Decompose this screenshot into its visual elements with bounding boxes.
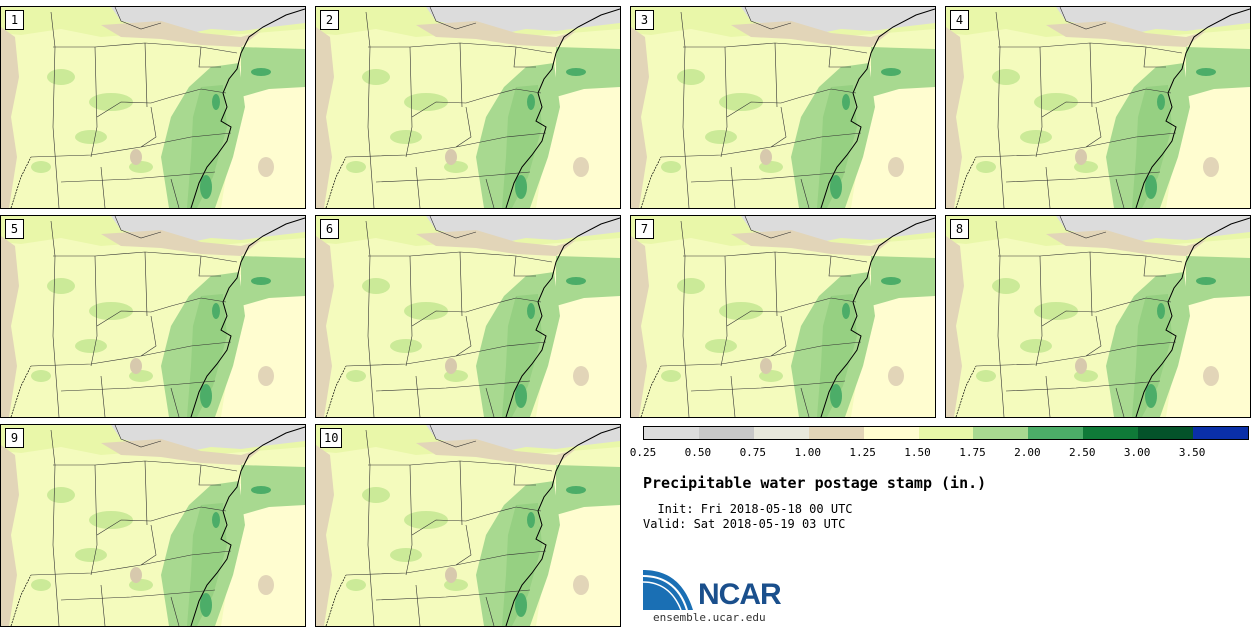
colorbar-tick-label: 0.75 <box>739 446 767 459</box>
colorbar-swatch-8 <box>1028 427 1084 439</box>
stamp-panel-3: 3 <box>630 6 936 209</box>
colorbar-tick-label: 1.00 <box>794 446 821 459</box>
member-label-1: 1 <box>5 10 24 30</box>
colorbar-swatch-10 <box>1138 427 1194 439</box>
colorbar-tick-label: 1.50 <box>904 446 931 459</box>
colorbar-swatch-5 <box>863 427 919 439</box>
colorbar-swatch-1 <box>644 427 699 439</box>
stamp-panel-1: 1 <box>0 6 306 209</box>
member-label-2: 2 <box>320 10 339 30</box>
member-map-3 <box>631 7 935 208</box>
stamp-panel-10: 10 <box>315 424 621 627</box>
stamp-panel-9: 9 <box>0 424 306 627</box>
stamp-panel-7: 7 <box>630 215 936 418</box>
member-map-1 <box>1 7 305 208</box>
colorbar-tick-label: 1.25 <box>849 446 876 459</box>
colorbar-swatch-2 <box>698 427 754 439</box>
stamp-panel-2: 2 <box>315 6 621 209</box>
member-map-6 <box>316 216 620 417</box>
stamp-panel-5: 5 <box>0 215 306 418</box>
init-time: Init: Fri 2018-05-18 00 UTC <box>643 502 853 516</box>
colorbar-swatch-9 <box>1083 427 1139 439</box>
member-label-7: 7 <box>635 219 654 239</box>
colorbar-tick-label: 2.50 <box>1069 446 1096 459</box>
member-label-5: 5 <box>5 219 24 239</box>
colorbar <box>643 426 1249 440</box>
member-label-4: 4 <box>950 10 969 30</box>
stamp-panel-6: 6 <box>315 215 621 418</box>
member-label-8: 8 <box>950 219 969 239</box>
colorbar-tick-label: 0.50 <box>684 446 712 459</box>
colorbar-tick-label: 2.00 <box>1014 446 1041 459</box>
member-map-7 <box>631 216 935 417</box>
colorbar-swatch-4 <box>808 427 864 439</box>
colorbar-tick-label: 0.25 <box>629 446 657 459</box>
member-map-2 <box>316 7 620 208</box>
valid-time: Valid: Sat 2018-05-19 03 UTC <box>643 517 846 531</box>
colorbar-tick-label: 3.50 <box>1178 446 1206 459</box>
member-label-10: 10 <box>320 428 343 448</box>
member-label-6: 6 <box>320 219 339 239</box>
colorbar-tick-label: 3.00 <box>1123 446 1151 459</box>
member-map-8 <box>946 216 1250 417</box>
stamp-panel-8: 8 <box>945 215 1251 418</box>
colorbar-swatch-3 <box>753 427 809 439</box>
member-label-3: 3 <box>635 10 654 30</box>
member-map-9 <box>1 425 305 626</box>
member-map-5 <box>1 216 305 417</box>
chart-title: Precipitable water postage stamp (in.) <box>643 474 987 492</box>
colorbar-swatch-11 <box>1193 427 1248 439</box>
colorbar-swatch-6 <box>918 427 974 439</box>
colorbar-swatch-7 <box>973 427 1029 439</box>
logo-wordmark: NCAR <box>698 578 782 611</box>
member-map-4 <box>946 7 1250 208</box>
member-map-10 <box>316 425 620 626</box>
stamp-panel-4: 4 <box>945 6 1251 209</box>
ncar-logo-icon <box>643 570 693 611</box>
member-label-9: 9 <box>5 428 24 448</box>
logo-url: ensemble.ucar.edu <box>653 611 766 624</box>
colorbar-tick-label: 1.75 <box>959 446 986 459</box>
